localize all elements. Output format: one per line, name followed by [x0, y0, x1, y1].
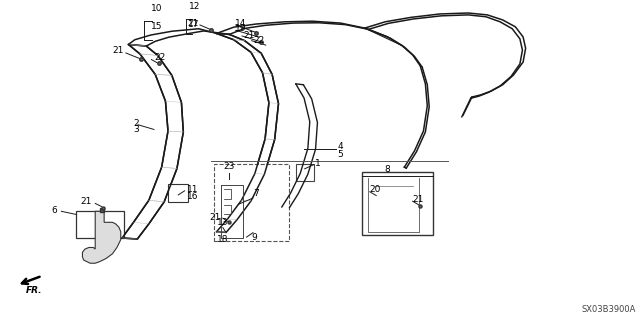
- Text: 8: 8: [384, 165, 390, 174]
- Text: 21: 21: [112, 46, 124, 55]
- Text: 21: 21: [188, 19, 198, 27]
- Text: 12: 12: [189, 3, 200, 11]
- Text: 11: 11: [187, 185, 198, 194]
- Text: 22: 22: [253, 36, 264, 45]
- Polygon shape: [122, 44, 183, 239]
- Text: 5: 5: [337, 150, 343, 159]
- Text: 14: 14: [235, 19, 246, 27]
- Text: 18: 18: [216, 235, 228, 244]
- Bar: [76, 211, 124, 238]
- Text: 22: 22: [154, 53, 165, 62]
- Text: 21: 21: [209, 213, 220, 222]
- Bar: [168, 184, 188, 203]
- Bar: [296, 164, 314, 182]
- Bar: [362, 172, 433, 235]
- Text: 2: 2: [133, 119, 139, 128]
- Polygon shape: [83, 211, 121, 263]
- Text: 23: 23: [223, 162, 235, 171]
- Text: 16: 16: [187, 192, 198, 201]
- Text: 13: 13: [216, 218, 228, 227]
- Text: 6: 6: [51, 206, 57, 215]
- Text: SX03B3900A: SX03B3900A: [582, 305, 636, 314]
- Text: 4: 4: [337, 142, 343, 151]
- Text: 3: 3: [133, 125, 139, 134]
- Text: 21: 21: [412, 195, 423, 204]
- Bar: [214, 164, 289, 241]
- Text: 9: 9: [252, 233, 257, 242]
- Text: 17: 17: [188, 20, 200, 29]
- Text: 20: 20: [370, 185, 381, 194]
- Text: 21: 21: [81, 197, 92, 206]
- Text: 15: 15: [152, 22, 163, 31]
- Text: 21: 21: [243, 31, 255, 40]
- Text: 10: 10: [152, 4, 163, 13]
- Text: 19: 19: [235, 24, 246, 33]
- Text: 7: 7: [253, 189, 259, 198]
- Text: FR.: FR.: [26, 286, 42, 295]
- Polygon shape: [216, 33, 278, 232]
- Text: 1: 1: [315, 159, 321, 168]
